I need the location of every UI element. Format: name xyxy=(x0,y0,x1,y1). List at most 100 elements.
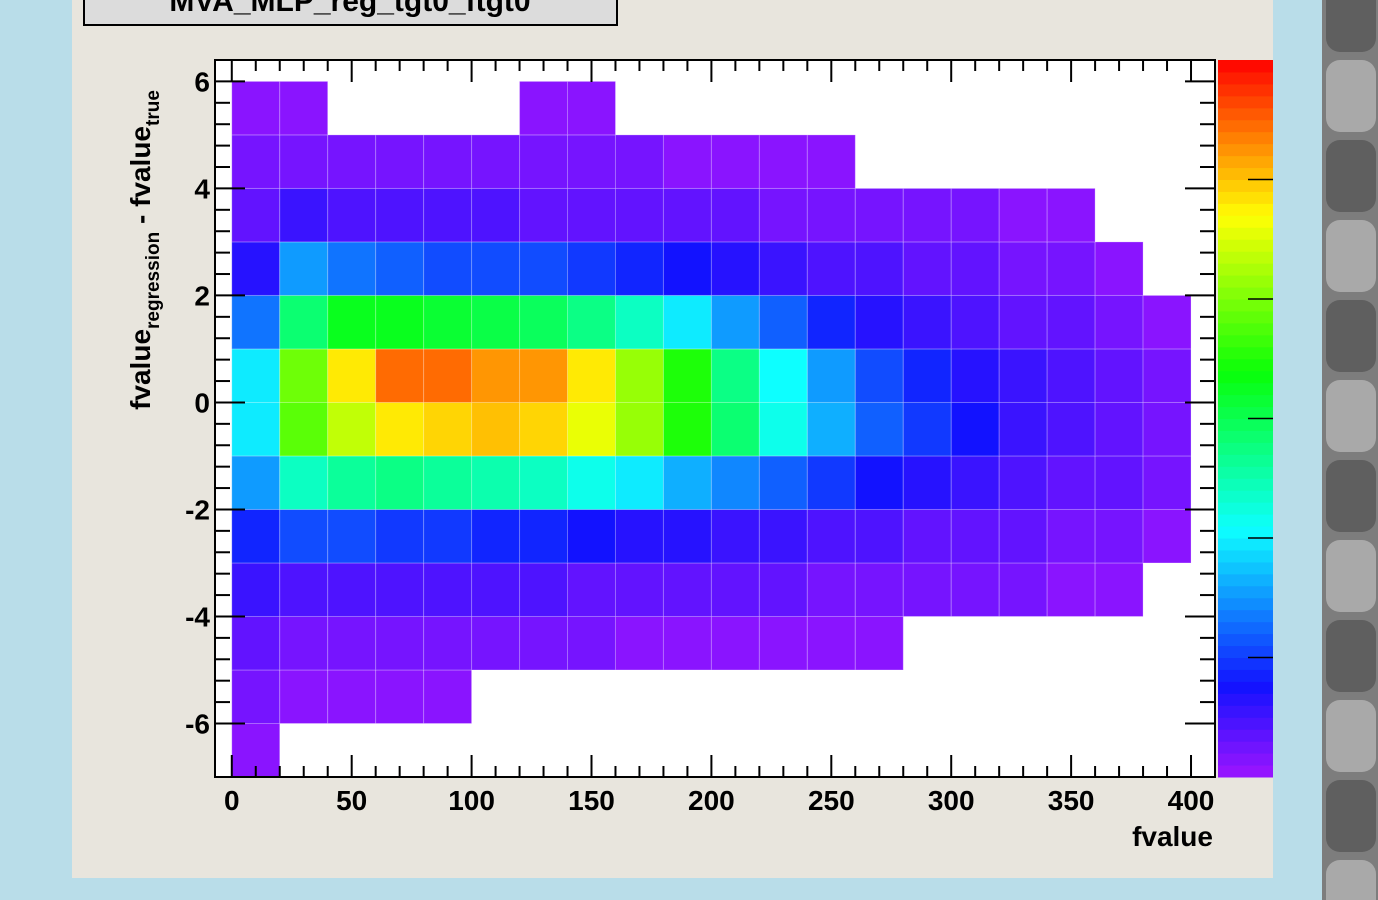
cell xyxy=(423,294,473,350)
cell xyxy=(614,615,664,671)
cell xyxy=(327,134,377,189)
cell xyxy=(758,455,808,510)
cell xyxy=(327,669,377,724)
cell xyxy=(758,508,808,564)
cell xyxy=(854,615,904,671)
cell xyxy=(662,401,712,457)
color-bar-step xyxy=(1218,107,1273,121)
color-bar-step xyxy=(1218,131,1273,145)
color-bar-step xyxy=(1218,549,1273,563)
cell xyxy=(327,615,377,671)
cell xyxy=(375,241,425,296)
cell xyxy=(710,241,760,296)
y-label-sub: true xyxy=(143,90,164,126)
color-bar-step xyxy=(1218,729,1273,742)
cell xyxy=(1094,294,1144,350)
cell xyxy=(327,455,377,510)
y-tick-label: 2 xyxy=(194,280,210,311)
cell xyxy=(567,508,616,564)
side-tile xyxy=(1326,220,1376,292)
cell xyxy=(1094,455,1144,510)
cell xyxy=(902,508,952,564)
cell xyxy=(998,562,1048,617)
color-bar-step xyxy=(1218,382,1273,396)
cell xyxy=(902,401,952,457)
side-tile xyxy=(1326,780,1376,852)
cell xyxy=(758,348,808,403)
cell xyxy=(806,241,856,296)
cell xyxy=(567,562,616,617)
cell xyxy=(423,348,473,403)
cell xyxy=(471,455,521,510)
x-tick-label: 300 xyxy=(928,785,975,816)
cell xyxy=(423,241,473,296)
cell xyxy=(854,455,904,510)
cell xyxy=(758,187,808,243)
cell xyxy=(1046,562,1096,617)
side-image-tiles xyxy=(1326,0,1376,900)
cell xyxy=(423,508,473,564)
cell xyxy=(327,348,377,403)
cell xyxy=(375,187,425,243)
cell xyxy=(279,241,329,296)
plot-frame xyxy=(214,59,1216,778)
color-bar-step xyxy=(1218,394,1273,408)
cell xyxy=(1046,241,1096,296)
cell xyxy=(231,134,281,189)
cell xyxy=(758,294,808,350)
cell xyxy=(614,401,664,457)
color-bar-step xyxy=(1218,299,1273,312)
color-bar-step xyxy=(1218,765,1273,778)
cell xyxy=(327,187,377,243)
cell xyxy=(279,348,329,403)
title-box xyxy=(83,0,618,26)
cell xyxy=(902,241,952,296)
color-bar-step xyxy=(1218,705,1273,718)
color-bar-step xyxy=(1218,358,1273,372)
color-bar-step xyxy=(1218,430,1273,443)
side-tile xyxy=(1326,620,1376,692)
cell xyxy=(567,455,616,510)
side-tile xyxy=(1326,860,1376,900)
y-label-mid: - fvalue xyxy=(125,126,156,232)
cell xyxy=(423,134,473,189)
cell xyxy=(950,455,1000,510)
cell xyxy=(710,615,760,671)
cell xyxy=(614,241,664,296)
cell xyxy=(567,401,616,457)
color-bar-step xyxy=(1218,83,1273,97)
cell xyxy=(567,348,616,403)
cell xyxy=(471,348,521,403)
cell xyxy=(423,455,473,510)
cell xyxy=(231,669,281,724)
cell xyxy=(231,80,281,136)
cell xyxy=(1094,401,1144,457)
color-bar-step xyxy=(1218,657,1273,670)
y-tick-label: 6 xyxy=(194,66,210,97)
cell xyxy=(423,187,473,243)
cell xyxy=(279,294,329,350)
cell xyxy=(806,187,856,243)
cell xyxy=(471,241,521,296)
cell xyxy=(519,508,569,564)
cell xyxy=(471,134,521,189)
x-tick-label: 400 xyxy=(1168,785,1215,816)
cell xyxy=(710,187,760,243)
color-bar-step xyxy=(1218,203,1273,216)
side-tile xyxy=(1326,700,1376,772)
color-bar-step xyxy=(1218,502,1273,515)
cell xyxy=(614,455,664,510)
axes: 0 50 100 150 200 250 300 350 400 -6 -4 -2 0 2 4 6 xyxy=(185,60,1215,816)
x-tick-label: 150 xyxy=(568,785,615,816)
cell xyxy=(806,348,856,403)
x-tick-label: 50 xyxy=(336,785,367,816)
cell xyxy=(327,508,377,564)
cell xyxy=(1094,348,1144,403)
cell xyxy=(710,401,760,457)
cell xyxy=(998,294,1048,350)
cell xyxy=(950,348,1000,403)
cell xyxy=(231,455,281,510)
cell xyxy=(567,241,616,296)
x-tick-label: 350 xyxy=(1048,785,1095,816)
